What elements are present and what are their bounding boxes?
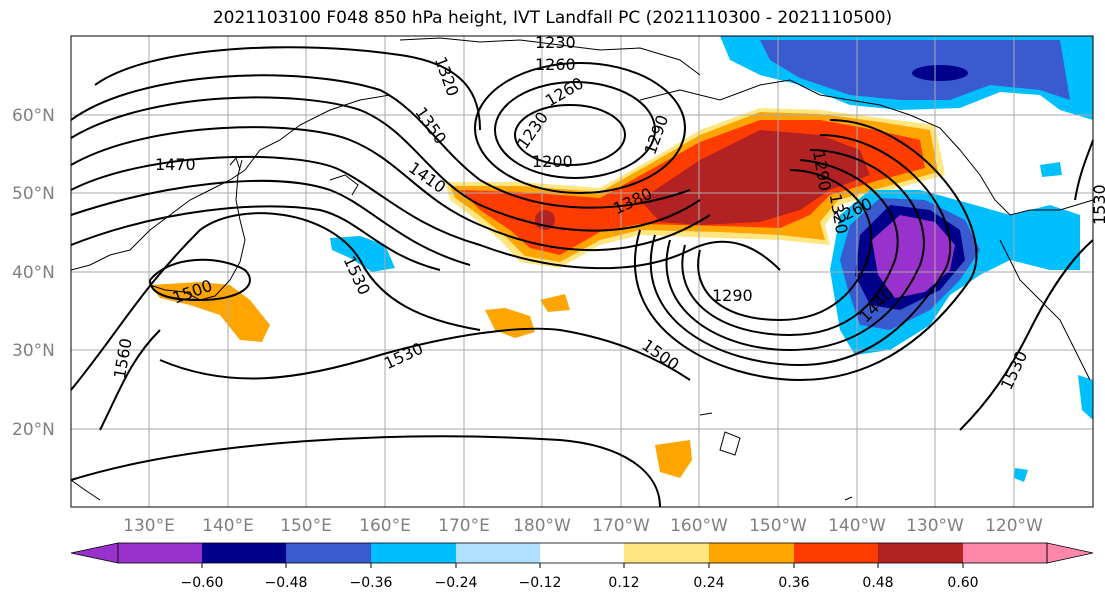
colorbar-bin (456, 543, 540, 563)
gridlines (71, 36, 1093, 507)
colorbar-tick-label: 0.12 (608, 575, 639, 591)
colorbar-tick-label: −0.48 (265, 575, 308, 591)
colorbar-tick-label: −0.60 (181, 575, 224, 591)
colorbar-tick-label: 0.60 (947, 575, 978, 591)
colorbar-bin (540, 543, 624, 563)
colorbar-extend-right (1046, 542, 1094, 564)
contour-label: 1260 (535, 55, 576, 74)
coastlines (70, 37, 1094, 501)
lon-label: 150°W (749, 516, 807, 536)
colorbar-tick-label: 0.36 (778, 575, 809, 591)
colorbar-tick-label: −0.36 (350, 575, 393, 591)
lon-label: 170°W (592, 516, 650, 536)
lon-label: 130°E (123, 516, 175, 536)
longitude-labels: 130°E 140°E 150°E 160°E 170°E 180°W 170°… (123, 516, 1043, 536)
colorbar-extend-left (70, 542, 119, 564)
colorbar-bin (118, 543, 202, 563)
lon-label: 180°W (513, 516, 571, 536)
map-border (70, 35, 1094, 508)
lon-label: 140°E (202, 516, 254, 536)
lon-label: 120°W (985, 516, 1043, 536)
colorbar-bin (878, 543, 963, 563)
colorbar-tick-label: −0.12 (519, 575, 562, 591)
latitude-labels: 60°N 50°N 40°N 30°N 20°N (12, 106, 55, 440)
colorbar-bin (709, 543, 794, 563)
lat-label: 50°N (12, 184, 55, 204)
colorbar-tick-label: 0.24 (693, 575, 724, 591)
colorbar-bin (794, 543, 878, 563)
lat-label: 60°N (12, 106, 55, 126)
contour-label: 1290 (712, 286, 753, 305)
lon-label: 160°E (359, 516, 411, 536)
height-contours (70, 46, 1094, 508)
colorbar-bin (286, 543, 371, 563)
colorbar-bin (963, 543, 1047, 563)
map-area: 1230 1260 1260 1230 1200 1290 1320 1350 … (70, 33, 1105, 508)
colorbar-bin (371, 543, 456, 563)
colorbar: −0.60 −0.48 −0.36 −0.24 −0.12 0.12 0.24 … (70, 542, 1094, 591)
lon-label: 130°W (906, 516, 964, 536)
lon-label: 170°E (438, 516, 490, 536)
lon-label: 150°E (280, 516, 332, 536)
lat-label: 40°N (12, 263, 55, 283)
map-title: 2021103100 F048 850 hPa height, IVT Land… (212, 8, 893, 28)
lon-label: 160°W (670, 516, 728, 536)
contour-label: 1230 (535, 33, 576, 52)
colorbar-bin (624, 543, 709, 563)
lon-label: 140°W (828, 516, 886, 536)
lat-label: 20°N (12, 420, 55, 440)
contour-label: 1530 (1090, 184, 1105, 225)
lat-label: 30°N (12, 341, 55, 361)
colorbar-tick-label: −0.24 (435, 575, 478, 591)
colorbar-tick-label: 0.48 (862, 575, 893, 591)
colorbar-bin (202, 543, 286, 563)
contour-label: 1470 (155, 155, 196, 174)
contour-label: 1200 (532, 152, 573, 171)
